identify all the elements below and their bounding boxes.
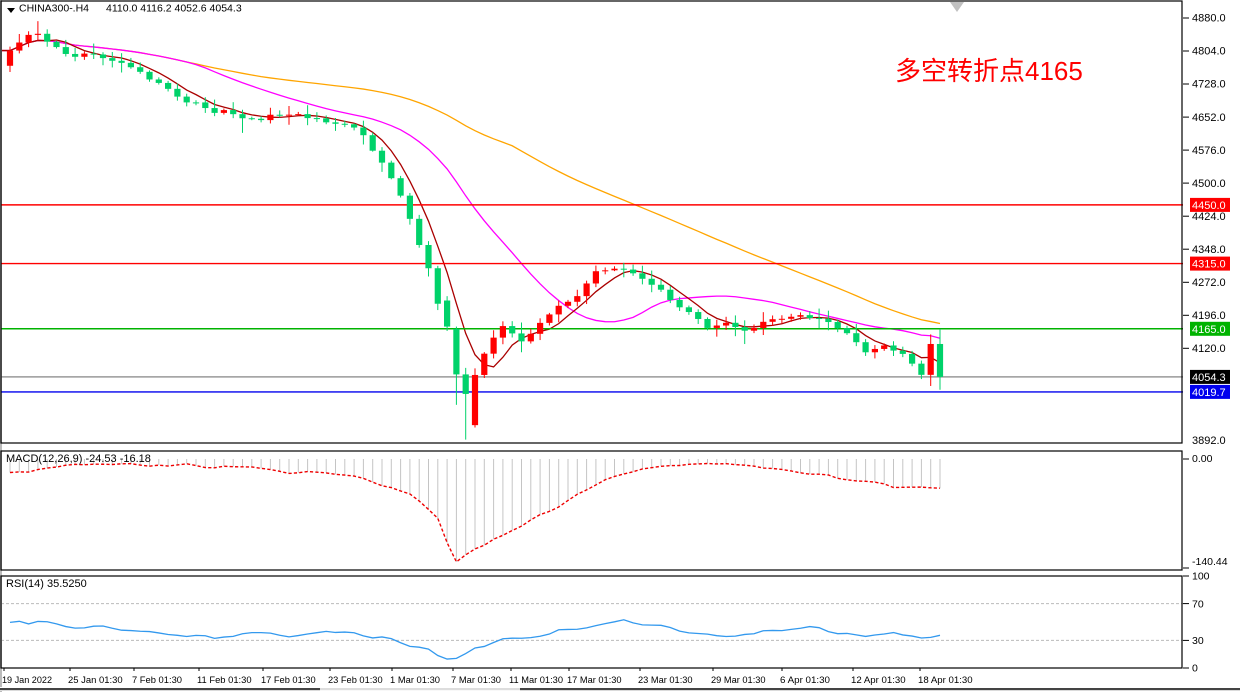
svg-text:4500.0: 4500.0 xyxy=(1192,178,1226,190)
svg-text:4165.0: 4165.0 xyxy=(1192,324,1226,336)
svg-text:18 Apr 01:30: 18 Apr 01:30 xyxy=(918,675,973,685)
svg-text:4576.0: 4576.0 xyxy=(1192,145,1226,157)
svg-text:100: 100 xyxy=(1192,571,1210,583)
svg-text:6 Apr 01:30: 6 Apr 01:30 xyxy=(780,675,830,685)
svg-text:7 Feb 01:30: 7 Feb 01:30 xyxy=(132,675,182,685)
svg-text:RSI(14) 35.5250: RSI(14) 35.5250 xyxy=(6,578,87,590)
svg-text:-140.44: -140.44 xyxy=(1192,556,1228,568)
svg-text:11 Feb 01:30: 11 Feb 01:30 xyxy=(197,675,252,685)
svg-text:23 Mar 01:30: 23 Mar 01:30 xyxy=(638,675,693,685)
svg-text:4424.0: 4424.0 xyxy=(1192,211,1226,223)
svg-text:3892.0: 3892.0 xyxy=(1192,435,1226,447)
svg-text:0: 0 xyxy=(1192,663,1198,675)
svg-text:4652.0: 4652.0 xyxy=(1192,112,1226,124)
svg-text:4880.0: 4880.0 xyxy=(1192,13,1226,25)
svg-text:4728.0: 4728.0 xyxy=(1192,79,1226,91)
svg-text:4196.0: 4196.0 xyxy=(1192,310,1226,322)
svg-text:4019.7: 4019.7 xyxy=(1192,387,1226,399)
svg-text:30: 30 xyxy=(1192,635,1204,647)
svg-text:12 Apr 01:30: 12 Apr 01:30 xyxy=(851,675,906,685)
svg-text:19 Jan 2022: 19 Jan 2022 xyxy=(2,675,52,685)
svg-text:4804.0: 4804.0 xyxy=(1192,46,1226,58)
svg-text:MACD(12,26,9) -24.53 -16.18: MACD(12,26,9) -24.53 -16.18 xyxy=(6,453,151,465)
svg-text:0.00: 0.00 xyxy=(1192,453,1213,465)
svg-text:1 Mar 01:30: 1 Mar 01:30 xyxy=(390,675,440,685)
svg-text:11 Mar 01:30: 11 Mar 01:30 xyxy=(509,675,563,685)
svg-text:4450.0: 4450.0 xyxy=(1192,200,1226,212)
svg-text:29 Mar 01:30: 29 Mar 01:30 xyxy=(711,675,766,685)
svg-text:CHINA300-.H4: CHINA300-.H4 xyxy=(19,3,89,15)
svg-text:17 Feb 01:30: 17 Feb 01:30 xyxy=(261,675,316,685)
svg-text:4315.0: 4315.0 xyxy=(1192,259,1226,271)
svg-text:4120.0: 4120.0 xyxy=(1192,343,1226,355)
svg-text:23 Feb 01:30: 23 Feb 01:30 xyxy=(328,675,383,685)
svg-text:多空转折点4165: 多空转折点4165 xyxy=(895,56,1083,86)
svg-text:17 Mar 01:30: 17 Mar 01:30 xyxy=(567,675,622,685)
svg-text:4348.0: 4348.0 xyxy=(1192,244,1226,256)
svg-text:4054.3: 4054.3 xyxy=(1192,372,1226,384)
svg-text:4110.0 4116.2 4052.6 4054.3: 4110.0 4116.2 4052.6 4054.3 xyxy=(106,3,242,15)
svg-text:25 Jan 01:30: 25 Jan 01:30 xyxy=(68,675,123,685)
svg-text:7 Mar 01:30: 7 Mar 01:30 xyxy=(451,675,501,685)
svg-text:4272.0: 4272.0 xyxy=(1192,277,1226,289)
svg-text:70: 70 xyxy=(1192,598,1204,610)
